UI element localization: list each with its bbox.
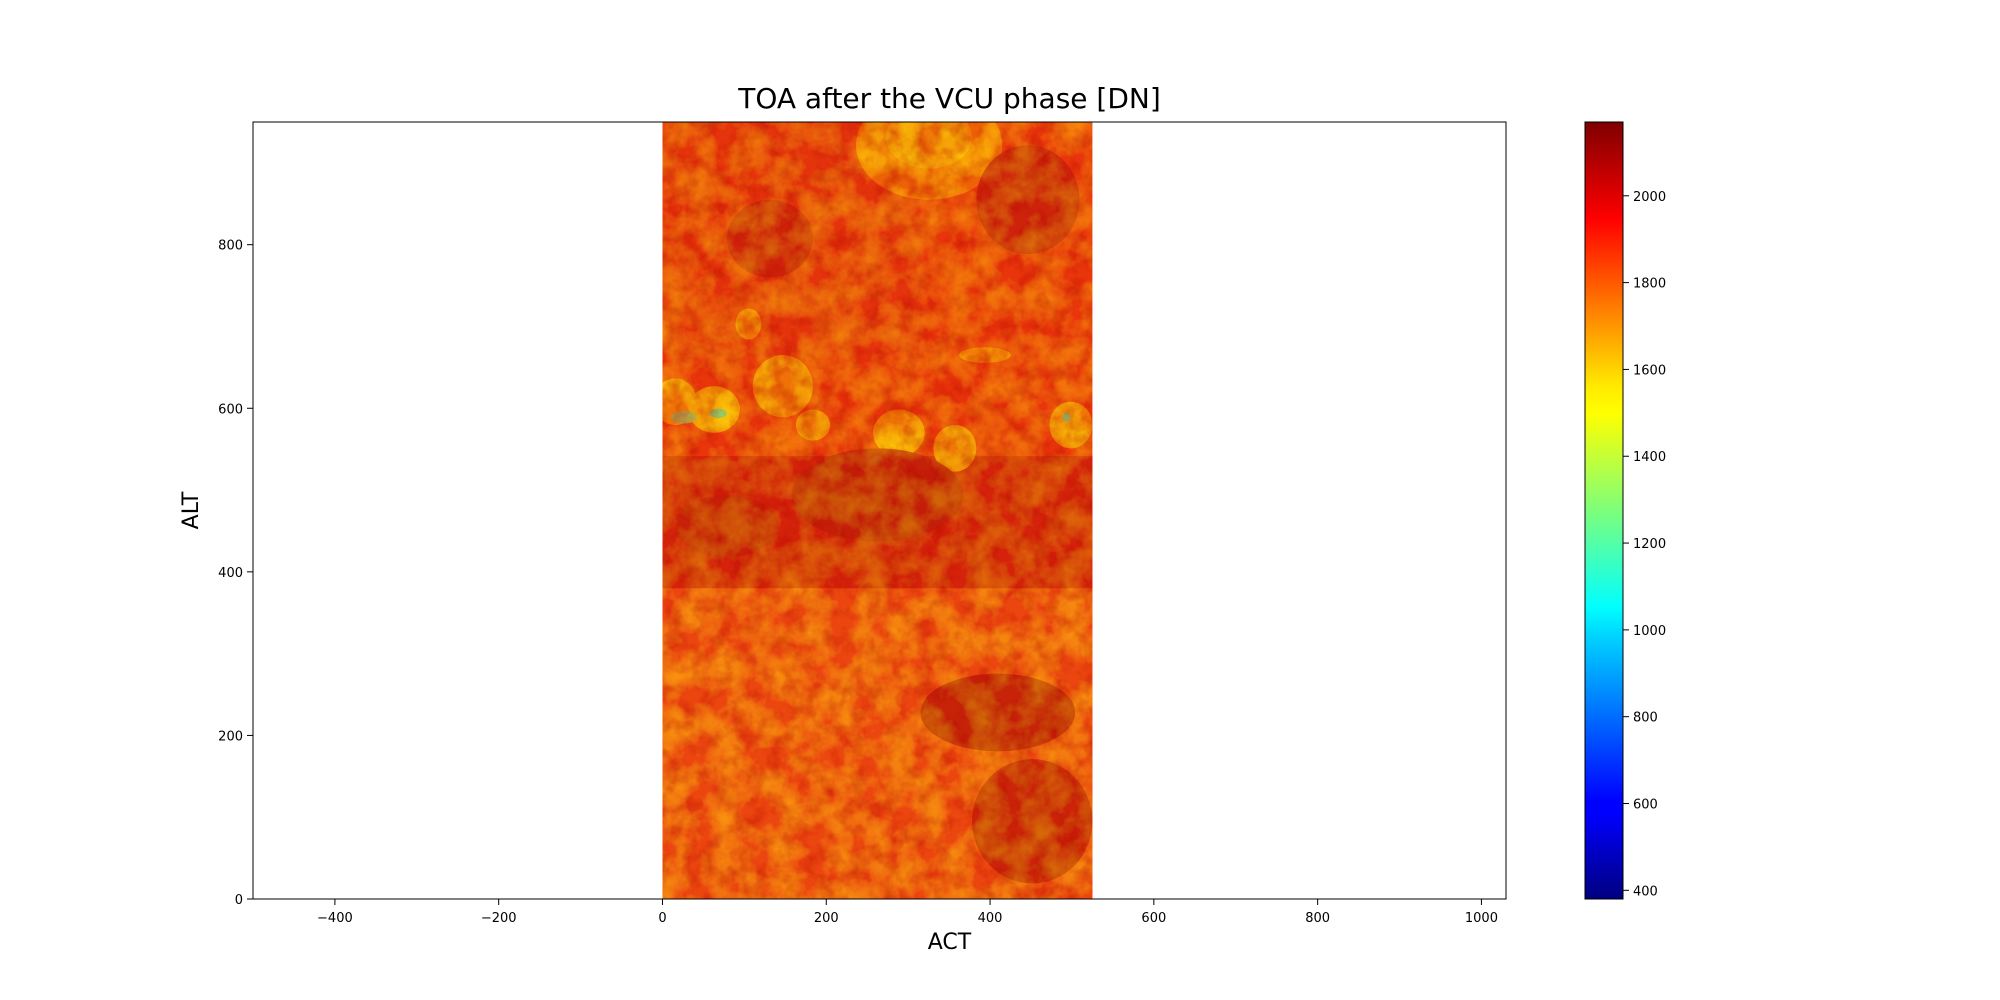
colorbar-tick-label: 1600 [1633, 363, 1666, 378]
colorbar-tick-label: 400 [1633, 884, 1658, 899]
x-tick-label: 600 [1141, 911, 1166, 926]
x-tick-label: 0 [658, 911, 666, 926]
colorbar-tick-label: 600 [1633, 798, 1658, 813]
x-tick-label: 800 [1305, 911, 1330, 926]
colorbar: 400 600 800 1000 1200 1400 1600 1800 2000 [1584, 121, 1666, 900]
y-tick-label: 800 [218, 239, 243, 254]
colorbar-gradient [1584, 121, 1624, 900]
y-axis-ticks: 0 200 400 600 800 [218, 239, 253, 908]
y-tick-label: 0 [235, 893, 243, 908]
plot-area [252, 121, 1507, 900]
chart-title: TOA after the VCU phase [DN] [737, 82, 1161, 115]
x-axis-label: ACT [928, 930, 972, 955]
x-tick-label: 400 [978, 911, 1003, 926]
image-dark-texture [662, 122, 1093, 899]
y-tick-label: 600 [218, 402, 243, 417]
y-tick-label: 400 [218, 566, 243, 581]
colorbar-tick-label: 1200 [1633, 537, 1666, 552]
x-tick-label: −400 [317, 911, 353, 926]
toa-image [662, 122, 1093, 899]
x-tick-label: −200 [481, 911, 517, 926]
colorbar-ticks: 400 600 800 1000 1200 1400 1600 1800 2000 [1623, 190, 1666, 899]
x-axis-ticks: −400 −200 0 200 400 600 800 1000 [317, 899, 1498, 926]
colorbar-tick-label: 1000 [1633, 624, 1666, 639]
colorbar-tick-label: 1800 [1633, 277, 1666, 292]
y-tick-label: 200 [218, 729, 243, 744]
colorbar-tick-label: 2000 [1633, 190, 1666, 205]
y-axis-label: ALT [179, 491, 204, 529]
colorbar-tick-label: 800 [1633, 711, 1658, 726]
colorbar-tick-label: 1400 [1633, 450, 1666, 465]
x-tick-label: 1000 [1465, 911, 1498, 926]
axes-frame [252, 121, 1507, 900]
x-tick-label: 200 [814, 911, 839, 926]
